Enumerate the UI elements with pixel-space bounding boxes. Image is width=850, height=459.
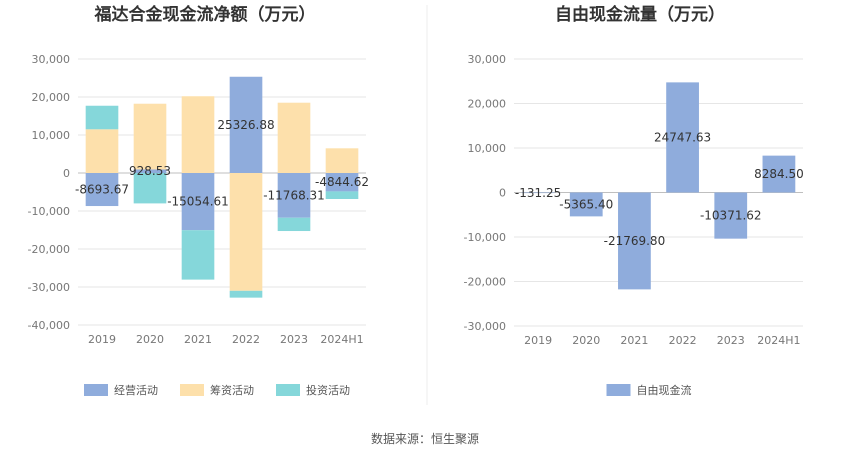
data-label: -8693.67 xyxy=(75,183,129,197)
bar-3 xyxy=(325,191,359,200)
y-tick-label: -30,000 xyxy=(464,320,506,333)
y-tick-label: 30,000 xyxy=(32,53,71,66)
bar-1 xyxy=(133,169,167,173)
x-tick-label: 2023 xyxy=(280,333,308,346)
y-tick-label: 20,000 xyxy=(32,91,71,104)
bar-1 xyxy=(762,155,796,193)
x-tick-label: 2021 xyxy=(184,333,212,346)
bar-2 xyxy=(325,148,359,173)
chart-title-1: 福达合金现金流净额（万元） xyxy=(94,4,316,25)
data-label: -4844.62 xyxy=(315,175,369,189)
x-tick-label: 2022 xyxy=(669,334,697,347)
legend-swatch xyxy=(606,384,631,396)
legend-swatch xyxy=(84,384,108,396)
bar-1 xyxy=(325,173,359,192)
bar-3 xyxy=(181,230,215,280)
y-tick-label: 10,000 xyxy=(468,142,507,155)
bar-3 xyxy=(133,173,167,204)
y-tick-label: -20,000 xyxy=(464,276,506,289)
y-tick-label: -20,000 xyxy=(28,243,70,256)
bar-1 xyxy=(229,76,263,173)
data-label: -15054.61 xyxy=(167,195,229,209)
bar-3 xyxy=(85,105,119,130)
x-tick-label: 2020 xyxy=(572,334,600,347)
data-label: -5365.40 xyxy=(559,197,613,211)
data-label: -131.25 xyxy=(515,186,561,200)
x-tick-label: 2020 xyxy=(136,333,164,346)
free-cash-flow-chart: 自由现金流量（万元） 30,000 20,000 10,000 0 -10,000 -20,… xyxy=(464,4,804,397)
bar-1 xyxy=(666,82,699,193)
data-label: 928.53 xyxy=(129,164,171,178)
y-tick-label: 30,000 xyxy=(468,53,507,66)
bar-2 xyxy=(133,103,167,170)
bar-1 xyxy=(85,173,119,207)
x-tick-label: 2019 xyxy=(524,334,552,347)
chart-title-2: 自由现金流量（万元） xyxy=(555,4,725,25)
bar-2 xyxy=(229,173,263,291)
bar-1 xyxy=(521,192,555,194)
bar-1 xyxy=(618,192,651,290)
data-label: 8284.50 xyxy=(754,167,804,181)
legend-swatch xyxy=(276,384,300,396)
data-label: -10371.62 xyxy=(700,209,762,223)
data-label: -11768.31 xyxy=(263,188,325,202)
source-note: 数据来源：恒生聚源 xyxy=(371,431,479,446)
legend-label: 自由现金流 xyxy=(637,383,692,397)
legend-swatch xyxy=(180,384,204,396)
x-tick-label: 2022 xyxy=(232,333,260,346)
data-label: 24747.63 xyxy=(654,130,711,144)
data-label: -21769.80 xyxy=(604,234,666,248)
y-tick-label: -30,000 xyxy=(28,281,70,294)
cash-flow-net-chart: 福达合金现金流净额（万元）30,00020,00010,0000-10,000-… xyxy=(28,4,369,397)
x-tick-label: 2024H1 xyxy=(757,334,800,347)
bar-1 xyxy=(714,192,748,239)
bar-2 xyxy=(85,129,119,173)
y-tick-label: -40,000 xyxy=(28,319,70,332)
bar-3 xyxy=(229,290,263,298)
bar-1 xyxy=(181,173,215,231)
data-label: 25326.88 xyxy=(217,118,274,132)
bar-2 xyxy=(277,102,311,173)
legend-label: 投资活动 xyxy=(306,383,350,397)
y-tick-label: -10,000 xyxy=(28,205,70,218)
x-tick-label: 2019 xyxy=(88,333,116,346)
bar-3 xyxy=(277,217,311,232)
x-tick-label: 2024H1 xyxy=(320,333,363,346)
bar-1 xyxy=(569,192,603,217)
y-tick-label: 0 xyxy=(499,187,506,200)
x-tick-label: 2021 xyxy=(620,334,648,347)
x-tick-label: 2023 xyxy=(717,334,745,347)
bar-1 xyxy=(277,173,311,218)
bar-2 xyxy=(181,96,215,173)
legend-label: 筹资活动 xyxy=(210,383,254,397)
y-tick-label: -10,000 xyxy=(464,231,506,244)
legend-label: 经营活动 xyxy=(114,383,158,397)
y-tick-label: 20,000 xyxy=(468,98,507,111)
y-tick-label: 0 xyxy=(63,167,70,180)
y-tick-label: 10,000 xyxy=(32,129,71,142)
